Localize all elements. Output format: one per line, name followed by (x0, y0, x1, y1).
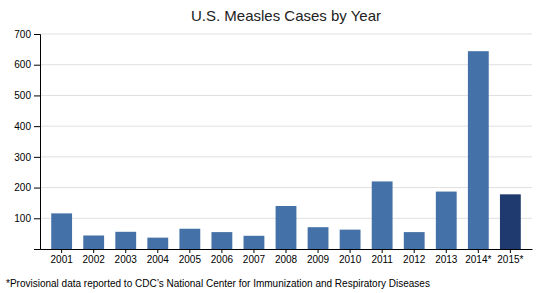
x-tick: 2010 (339, 249, 362, 265)
x-axis: 2001 2002 2003 2004 2005 2006 2007 2008 2009 2010… (41, 249, 533, 265)
x-tick-label: 2010 (339, 254, 362, 265)
bar (276, 206, 297, 249)
grid-line (40, 64, 532, 65)
x-tick-mark (189, 249, 190, 253)
y-tick-label: 600 (14, 59, 31, 70)
x-tick-label: 2008 (275, 254, 298, 265)
grid-line (40, 187, 532, 188)
x-tick-mark (350, 249, 351, 253)
x-tick-label: 2004 (147, 254, 170, 265)
x-tick-mark (253, 249, 254, 253)
y-tick-mark (34, 65, 40, 66)
plot: 1002003004005006007002001200220032004200… (14, 29, 532, 265)
x-tick-mark (221, 249, 222, 253)
bar (372, 181, 393, 249)
x-tick-mark (61, 249, 62, 253)
bar (179, 229, 200, 249)
x-tick: 2009 (307, 249, 330, 265)
x-tick: 2007 (243, 249, 266, 265)
bars (51, 51, 521, 249)
x-tick-mark (478, 249, 479, 253)
x-tick-label: 2014* (465, 254, 491, 265)
y-tick-mark (34, 188, 40, 189)
x-tick-mark (446, 249, 447, 253)
x-tick-label: 2007 (243, 254, 266, 265)
y-tick-label: 700 (14, 29, 31, 40)
x-tick-label: 2015* (497, 254, 523, 265)
y-tick-label: 200 (14, 182, 31, 193)
y-tick-label: 300 (14, 152, 31, 163)
grid (40, 34, 532, 218)
bar (436, 192, 457, 249)
x-tick: 2005 (179, 249, 202, 265)
y-tick-label: 500 (14, 90, 31, 101)
y-axis-line (34, 35, 41, 250)
y-tick-label: 100 (14, 213, 31, 224)
x-tick: 2012 (403, 249, 426, 265)
x-tick-label: 2003 (115, 254, 138, 265)
bar (500, 194, 521, 249)
bar (147, 238, 168, 249)
x-tick-mark (286, 249, 287, 253)
y-tick: 100 (14, 213, 40, 224)
bar (308, 227, 329, 249)
y-tick: 300 (14, 152, 40, 163)
x-tick: 2015* (497, 249, 523, 265)
x-tick: 2014* (465, 249, 491, 265)
x-tick-mark (157, 249, 158, 253)
grid-line (40, 126, 532, 127)
y-tick: 200 (14, 182, 40, 193)
y-tick: 500 (14, 90, 40, 101)
y-tick-label: 400 (14, 121, 31, 132)
x-tick: 2003 (115, 249, 138, 265)
x-tick: 2001 (51, 249, 74, 265)
chart: 1002003004005006007002001200220032004200… (0, 0, 544, 293)
bar (211, 232, 232, 249)
x-tick-label: 2002 (83, 254, 106, 265)
x-tick-label: 2011 (371, 254, 393, 265)
x-tick-label: 2012 (403, 254, 426, 265)
x-tick-label: 2005 (179, 254, 202, 265)
title: U.S. Measles Cases by Year (191, 7, 381, 24)
y-tick-mark (34, 34, 40, 35)
x-tick-mark (510, 249, 511, 253)
grid-line (40, 34, 532, 35)
y-tick-mark (34, 126, 40, 127)
bar (404, 232, 425, 249)
grid-line (40, 156, 532, 157)
x-tick-label: 2009 (307, 254, 330, 265)
y-tick-mark (34, 218, 40, 219)
y-tick: 600 (14, 59, 40, 70)
y-tick: 700 (14, 29, 40, 40)
x-tick-mark (318, 249, 319, 253)
y-axis: 100 200 300 400 500 600 700 (14, 29, 40, 250)
footnote: *Provisional data reported to CDC’s Nati… (6, 278, 430, 289)
bar (115, 232, 136, 249)
bar (244, 236, 265, 249)
x-tick-label: 2006 (211, 254, 234, 265)
bar (83, 235, 104, 249)
x-tick-mark (414, 249, 415, 253)
y-tick-mark (34, 95, 40, 96)
x-tick-mark (93, 249, 94, 253)
grid-line (40, 95, 532, 96)
bar (468, 51, 489, 249)
x-tick: 2006 (211, 249, 234, 265)
bar (51, 213, 72, 249)
x-tick-label: 2013 (435, 254, 458, 265)
x-tick: 2011 (371, 249, 393, 265)
bar (340, 230, 361, 249)
x-tick-mark (382, 249, 383, 253)
x-tick-mark (125, 249, 126, 253)
y-tick: 400 (14, 121, 40, 132)
x-tick: 2004 (147, 249, 170, 265)
y-tick-mark (34, 157, 40, 158)
x-tick: 2013 (435, 249, 458, 265)
x-tick: 2002 (83, 249, 106, 265)
x-tick: 2008 (275, 249, 298, 265)
x-tick-label: 2001 (51, 254, 74, 265)
